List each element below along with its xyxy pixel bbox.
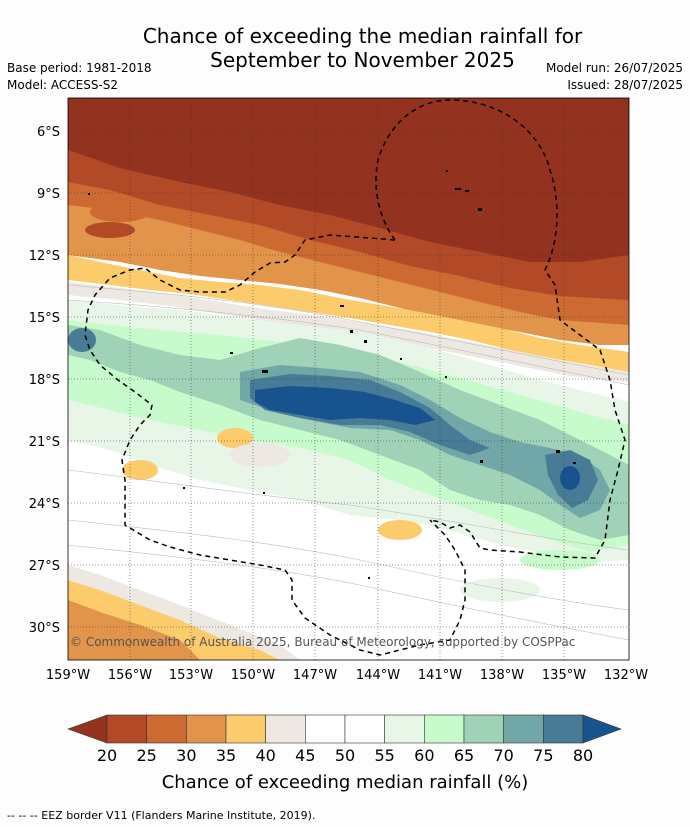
dry-patch: [122, 460, 158, 480]
lat-label: 12°S: [29, 249, 60, 264]
dry-patch: [85, 222, 135, 238]
colorbar-tick-labels: 20 25 30 35 40 45 50 55 60 65 70 75 80: [97, 746, 593, 765]
colorbar-cell: [225, 714, 266, 744]
eez-borders: [84, 99, 626, 656]
lon-label: 150°W: [231, 668, 275, 683]
map-title: Chance of exceeding the median rainfall …: [90, 24, 635, 72]
sw-dry-45: [68, 565, 300, 660]
wet-patch-south: [460, 578, 540, 602]
colorbar-tick-label: 25: [136, 746, 156, 765]
lat-label: 15°S: [29, 311, 60, 326]
dry-patch: [378, 520, 422, 540]
meta-right: Model run: 26/07/2025 Issued: 28/07/2025: [546, 60, 683, 94]
wet-core-east: [560, 466, 580, 490]
grid-lines: [68, 98, 629, 660]
colorbar-cell: [503, 714, 544, 744]
lon-label: 132°W: [604, 668, 648, 683]
lon-label: 138°W: [480, 668, 524, 683]
dry-band-25: [68, 150, 629, 326]
lon-label: 135°W: [542, 668, 586, 683]
base-period: Base period: 1981-2018: [7, 61, 152, 75]
longitude-labels: 159°W 156°W 153°W 150°W 147°W 144°W 141°…: [46, 668, 648, 683]
colorbar-tick-label: 20: [97, 746, 117, 765]
colorbar-tick-label: 70: [493, 746, 513, 765]
rainfall-probability-field: © Commonwealth of Australia 2025, Bureau…: [68, 98, 629, 660]
title-line-2: September to November 2025: [210, 48, 515, 72]
colorbar: 20 25 30 35 40 45 50 55 60 65 70 75 80 Chance of exc…: [67, 714, 622, 793]
lon-label: 147°W: [293, 668, 337, 683]
eez-legend-footer: -- -- -- EEZ border V11 (Flanders Marine…: [7, 809, 316, 822]
meta-left: Base period: 1981-2018 Model: ACCESS-S2: [7, 60, 152, 94]
colorbar-tick-label: 40: [255, 746, 275, 765]
dry-patch: [90, 202, 150, 222]
map-frame: [67, 97, 630, 661]
colorbar-cell: [463, 714, 504, 744]
wet-patch-west: [68, 328, 96, 352]
colorbar-cell: [146, 714, 187, 744]
lat-label: 18°S: [29, 373, 60, 388]
colorbar-tick-label: 65: [454, 746, 474, 765]
lon-label: 156°W: [108, 668, 152, 683]
colorbar-tick-label: 60: [414, 746, 434, 765]
copyright-text: © Commonwealth of Australia 2025, Bureau…: [70, 635, 575, 649]
colorbar-cells: [106, 714, 584, 744]
lat-label: 9°S: [37, 187, 60, 202]
colorbar-cell: [305, 714, 346, 744]
model-name: Model: ACCESS-S2: [7, 78, 119, 92]
colorbar-cell: [265, 714, 306, 744]
dry-band-30: [68, 182, 629, 338]
neutral-patch: [230, 443, 290, 467]
colorbar-cell: [106, 714, 147, 744]
colorbar-tick-label: 55: [374, 746, 394, 765]
lon-label: 159°W: [46, 668, 90, 683]
dry-band-40: [68, 255, 629, 372]
model-run: Model run: 26/07/2025: [545, 61, 683, 75]
lat-label: 30°S: [29, 621, 60, 636]
title-line-1: Chance of exceeding the median rainfall …: [142, 24, 583, 48]
colorbar-tick-label: 45: [295, 746, 315, 765]
dry-band-35: [68, 205, 629, 345]
dry-patch: [217, 428, 253, 448]
lon-label: 144°W: [356, 668, 400, 683]
colorbar-cell: [424, 714, 465, 744]
wet-core-above-80: [255, 386, 435, 425]
lat-label: 27°S: [29, 559, 60, 574]
colorbar-low-extend: [67, 714, 108, 744]
issued-date: Issued: 28/07/2025: [567, 78, 683, 92]
lat-label: 24°S: [29, 497, 60, 512]
colorbar-tick-label: 80: [573, 746, 593, 765]
forecast-map-figure: © Commonwealth of Australia 2025, Bureau…: [29, 97, 648, 793]
lon-label: 153°W: [169, 668, 213, 683]
lon-label: 141°W: [418, 668, 462, 683]
colorbar-tick-label: 75: [533, 746, 553, 765]
islands: [88, 170, 576, 579]
colorbar-cell: [186, 714, 227, 744]
colorbar-cell: [384, 714, 425, 744]
latitude-labels: 6°S 9°S 12°S 15°S 18°S 21°S 24°S 27°S 30…: [29, 125, 60, 636]
colorbar-cell: [344, 714, 385, 744]
wet-band-70: [68, 325, 629, 540]
colorbar-tick-label: 30: [176, 746, 196, 765]
colorbar-tick-label: 50: [335, 746, 355, 765]
colorbar-tick-label: 35: [216, 746, 236, 765]
sw-dry-35: [68, 600, 200, 660]
colorbar-cell: [543, 714, 584, 744]
lat-label: 21°S: [29, 435, 60, 450]
colorbar-high-extend: [582, 714, 622, 744]
lat-label: 6°S: [37, 125, 60, 140]
colorbar-title: Chance of exceeding median rainfall (%): [162, 772, 529, 793]
